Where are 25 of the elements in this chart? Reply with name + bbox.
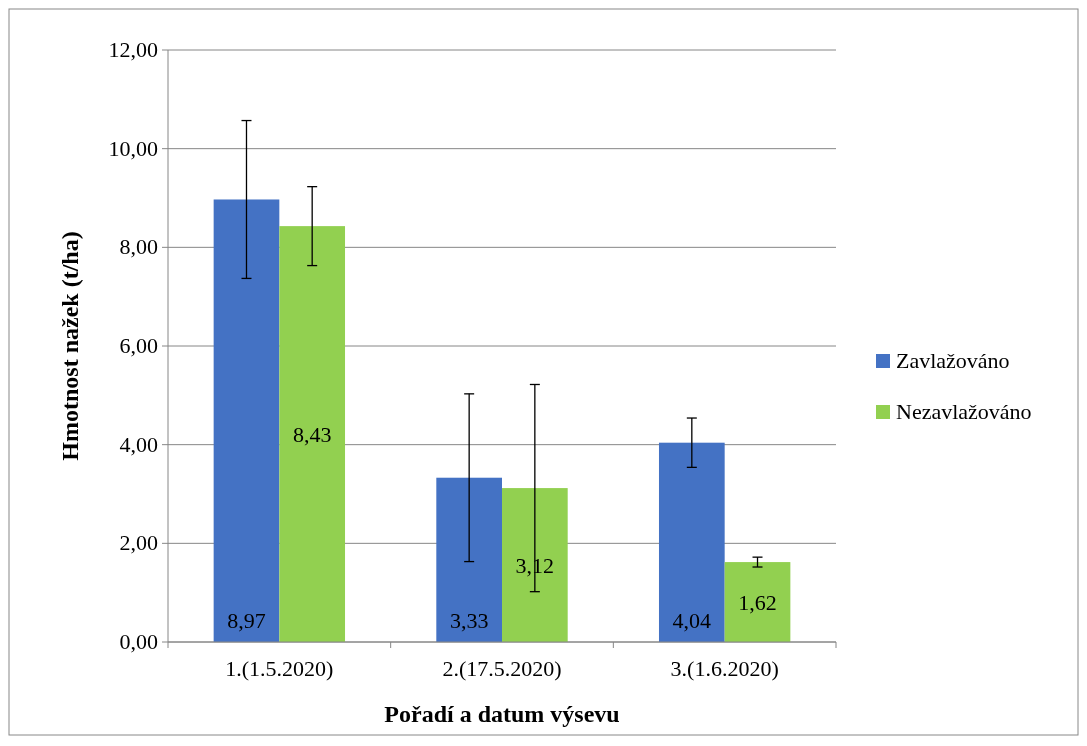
data-label: 8,43 [292,422,332,448]
bar [279,226,346,642]
bar [502,488,568,642]
legend-label: Zavlažováno [896,348,1010,373]
data-label: 8,97 [227,608,266,633]
y-tick-label: 8,00 [119,234,158,260]
y-tick-label: 4,00 [119,431,158,457]
y-tick-label: 12,00 [108,37,158,62]
data-label: 4,04 [672,608,712,633]
x-tick-label: 2.(17.5.2020) [442,656,562,681]
y-tick-label: 6,00 [119,333,158,358]
y-axis-title: Hmotnost nažek (t/ha) [57,231,83,461]
y-tick-label: 0,00 [119,629,158,654]
bar [658,442,725,642]
bar [213,199,280,642]
x-tick-label: 1.(1.5.2020) [225,656,334,681]
y-tick-label: 2,00 [119,530,158,556]
bar [724,562,791,642]
data-label: 3,33 [449,608,489,633]
x-tick-label: 3.(1.6.2020) [670,656,779,681]
bar [436,477,502,642]
y-tick-label: 10,00 [108,135,158,161]
legend-label: Nezavlažováno [896,399,1032,424]
x-axis-title: Pořadí a datum výsevu [384,701,620,727]
data-label: 1,62 [738,590,777,616]
